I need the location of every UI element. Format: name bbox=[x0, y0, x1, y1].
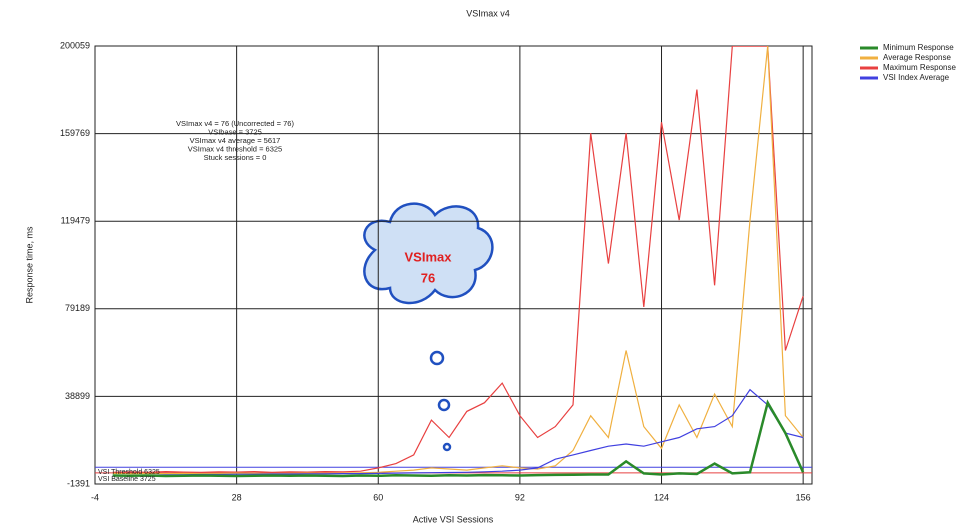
y-tick-label: 119479 bbox=[61, 216, 90, 226]
y-axis-label: Response time, ms bbox=[24, 226, 34, 304]
annotation: Stuck sessions = 0 bbox=[204, 153, 267, 162]
x-tick-label: -4 bbox=[91, 492, 99, 502]
callout-value: 76 bbox=[421, 270, 435, 285]
reference-label: VSI Threshold 6325 bbox=[98, 469, 160, 476]
legend-label: Maximum Response bbox=[883, 63, 956, 72]
x-tick-label: 28 bbox=[232, 492, 242, 502]
y-tick-label: -1391 bbox=[67, 478, 90, 488]
y-tick-label: 38899 bbox=[65, 391, 90, 401]
x-tick-label: 92 bbox=[515, 492, 525, 502]
x-tick-label: 60 bbox=[373, 492, 383, 502]
legend-label: VSI Index Average bbox=[883, 73, 950, 82]
chart: VSImax v4 Active VSI Sessions Response t… bbox=[0, 0, 978, 529]
x-tick-label: 124 bbox=[654, 492, 669, 502]
x-tick-label: 156 bbox=[796, 492, 811, 502]
callout-cloud bbox=[364, 204, 492, 450]
x-axis-label: Active VSI Sessions bbox=[413, 514, 494, 524]
reference-label: VSI Baseline 3725 bbox=[98, 476, 156, 483]
y-tick-label: 79189 bbox=[65, 303, 90, 313]
legend-label: Average Response bbox=[883, 53, 951, 62]
y-tick-label: 200059 bbox=[60, 40, 90, 50]
legend-label: Minimum Response bbox=[883, 43, 954, 52]
series-line bbox=[113, 403, 803, 476]
callout-title: VSImax bbox=[405, 249, 453, 264]
chart-title: VSImax v4 bbox=[466, 8, 510, 18]
y-tick-label: 159769 bbox=[60, 128, 90, 138]
